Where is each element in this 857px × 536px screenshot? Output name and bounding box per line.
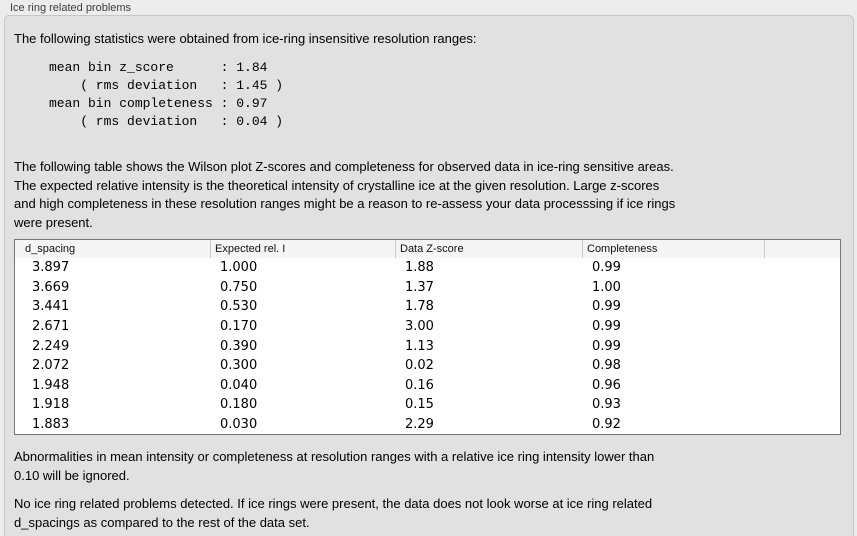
table-cell: 0.040 xyxy=(220,377,258,393)
ice-ring-groupbox: The following statistics were obtained f… xyxy=(4,15,854,536)
table-row[interactable]: 2.249 0.390 1.13 0.99 xyxy=(15,336,840,356)
table-cell: 0.030 xyxy=(220,417,258,433)
table-row[interactable]: 1.918 0.180 0.15 0.93 xyxy=(15,395,840,415)
table-cell: 0.390 xyxy=(220,338,258,354)
table-cell: 0.180 xyxy=(220,397,258,413)
table-cell: 0.98 xyxy=(592,358,621,374)
table-body: 3.897 1.000 1.88 0.99 3.669 0.750 1.37 1.00 3.44… xyxy=(15,258,840,435)
panel-title: Ice ring related problems xyxy=(10,2,132,14)
table-cell: 0.15 xyxy=(405,397,434,413)
table-header-row: d_spacing Expected rel. I Data Z-score C… xyxy=(15,240,840,258)
table-cell: 1.78 xyxy=(405,299,434,315)
table-cell: 3.669 xyxy=(32,279,70,295)
table-cell: 1.000 xyxy=(220,260,258,276)
statistics-values-block: mean bin z_score : 1.84 ( rms deviation … xyxy=(49,60,284,129)
table-cell: 0.530 xyxy=(220,299,258,315)
table-cell: 0.92 xyxy=(592,417,621,433)
table-cell: 2.072 xyxy=(32,358,70,374)
table-cell: 2.249 xyxy=(32,338,70,354)
table-cell: 0.16 xyxy=(405,377,434,393)
table-cell: 1.918 xyxy=(32,397,70,413)
ignore-threshold-note: Abnormalities in mean intensity or compl… xyxy=(14,449,655,483)
table-cell: 0.02 xyxy=(405,358,434,374)
table-row[interactable]: 2.072 0.300 0.02 0.98 xyxy=(15,355,840,376)
table-cell: 0.99 xyxy=(592,319,621,335)
table-description-text: The following table shows the Wilson plo… xyxy=(14,159,676,230)
table-cell: 1.948 xyxy=(32,377,70,393)
table-cell: 0.99 xyxy=(592,338,621,354)
table-cell: 3.441 xyxy=(32,299,70,315)
table-row[interactable]: 2.671 0.170 3.00 0.99 xyxy=(15,316,840,337)
table-cell: 1.00 xyxy=(592,279,621,295)
table-cell: 1.37 xyxy=(405,279,434,295)
table-cell: 1.883 xyxy=(32,417,70,433)
column-header-d-spacing[interactable]: d_spacing xyxy=(25,243,76,255)
column-header-expected-rel-i[interactable]: Expected rel. I xyxy=(210,240,395,258)
column-header-filler xyxy=(764,240,840,258)
table-cell: 0.93 xyxy=(592,397,621,413)
table-cell: 0.96 xyxy=(592,377,621,393)
table-row[interactable]: 3.441 0.530 1.78 0.99 xyxy=(15,297,840,317)
ice-ring-table[interactable]: d_spacing Expected rel. I Data Z-score C… xyxy=(14,239,841,436)
column-header-completeness[interactable]: Completeness xyxy=(582,240,764,258)
table-cell: 3.897 xyxy=(32,260,70,276)
table-cell: 2.671 xyxy=(32,319,70,335)
table-cell: 0.750 xyxy=(220,279,258,295)
table-cell: 0.300 xyxy=(220,358,258,374)
table-cell: 0.99 xyxy=(592,299,621,315)
statistics-intro-text: The following statistics were obtained f… xyxy=(14,31,477,46)
table-row[interactable]: 3.669 0.750 1.37 1.00 xyxy=(15,277,840,298)
table-cell: 2.29 xyxy=(405,417,434,433)
table-row[interactable]: 1.883 0.030 2.29 0.92 xyxy=(15,414,840,435)
table-row[interactable]: 1.948 0.040 0.16 0.96 xyxy=(15,375,840,396)
table-cell: 0.170 xyxy=(220,319,258,335)
table-cell: 1.88 xyxy=(405,260,434,276)
column-header-data-z-score[interactable]: Data Z-score xyxy=(395,240,582,258)
conclusion-text: No ice ring related problems detected. I… xyxy=(14,496,653,530)
table-cell: 0.99 xyxy=(592,260,621,276)
table-row[interactable]: 3.897 1.000 1.88 0.99 xyxy=(15,258,840,278)
table-cell: 1.13 xyxy=(405,338,434,354)
table-cell: 3.00 xyxy=(405,319,434,335)
